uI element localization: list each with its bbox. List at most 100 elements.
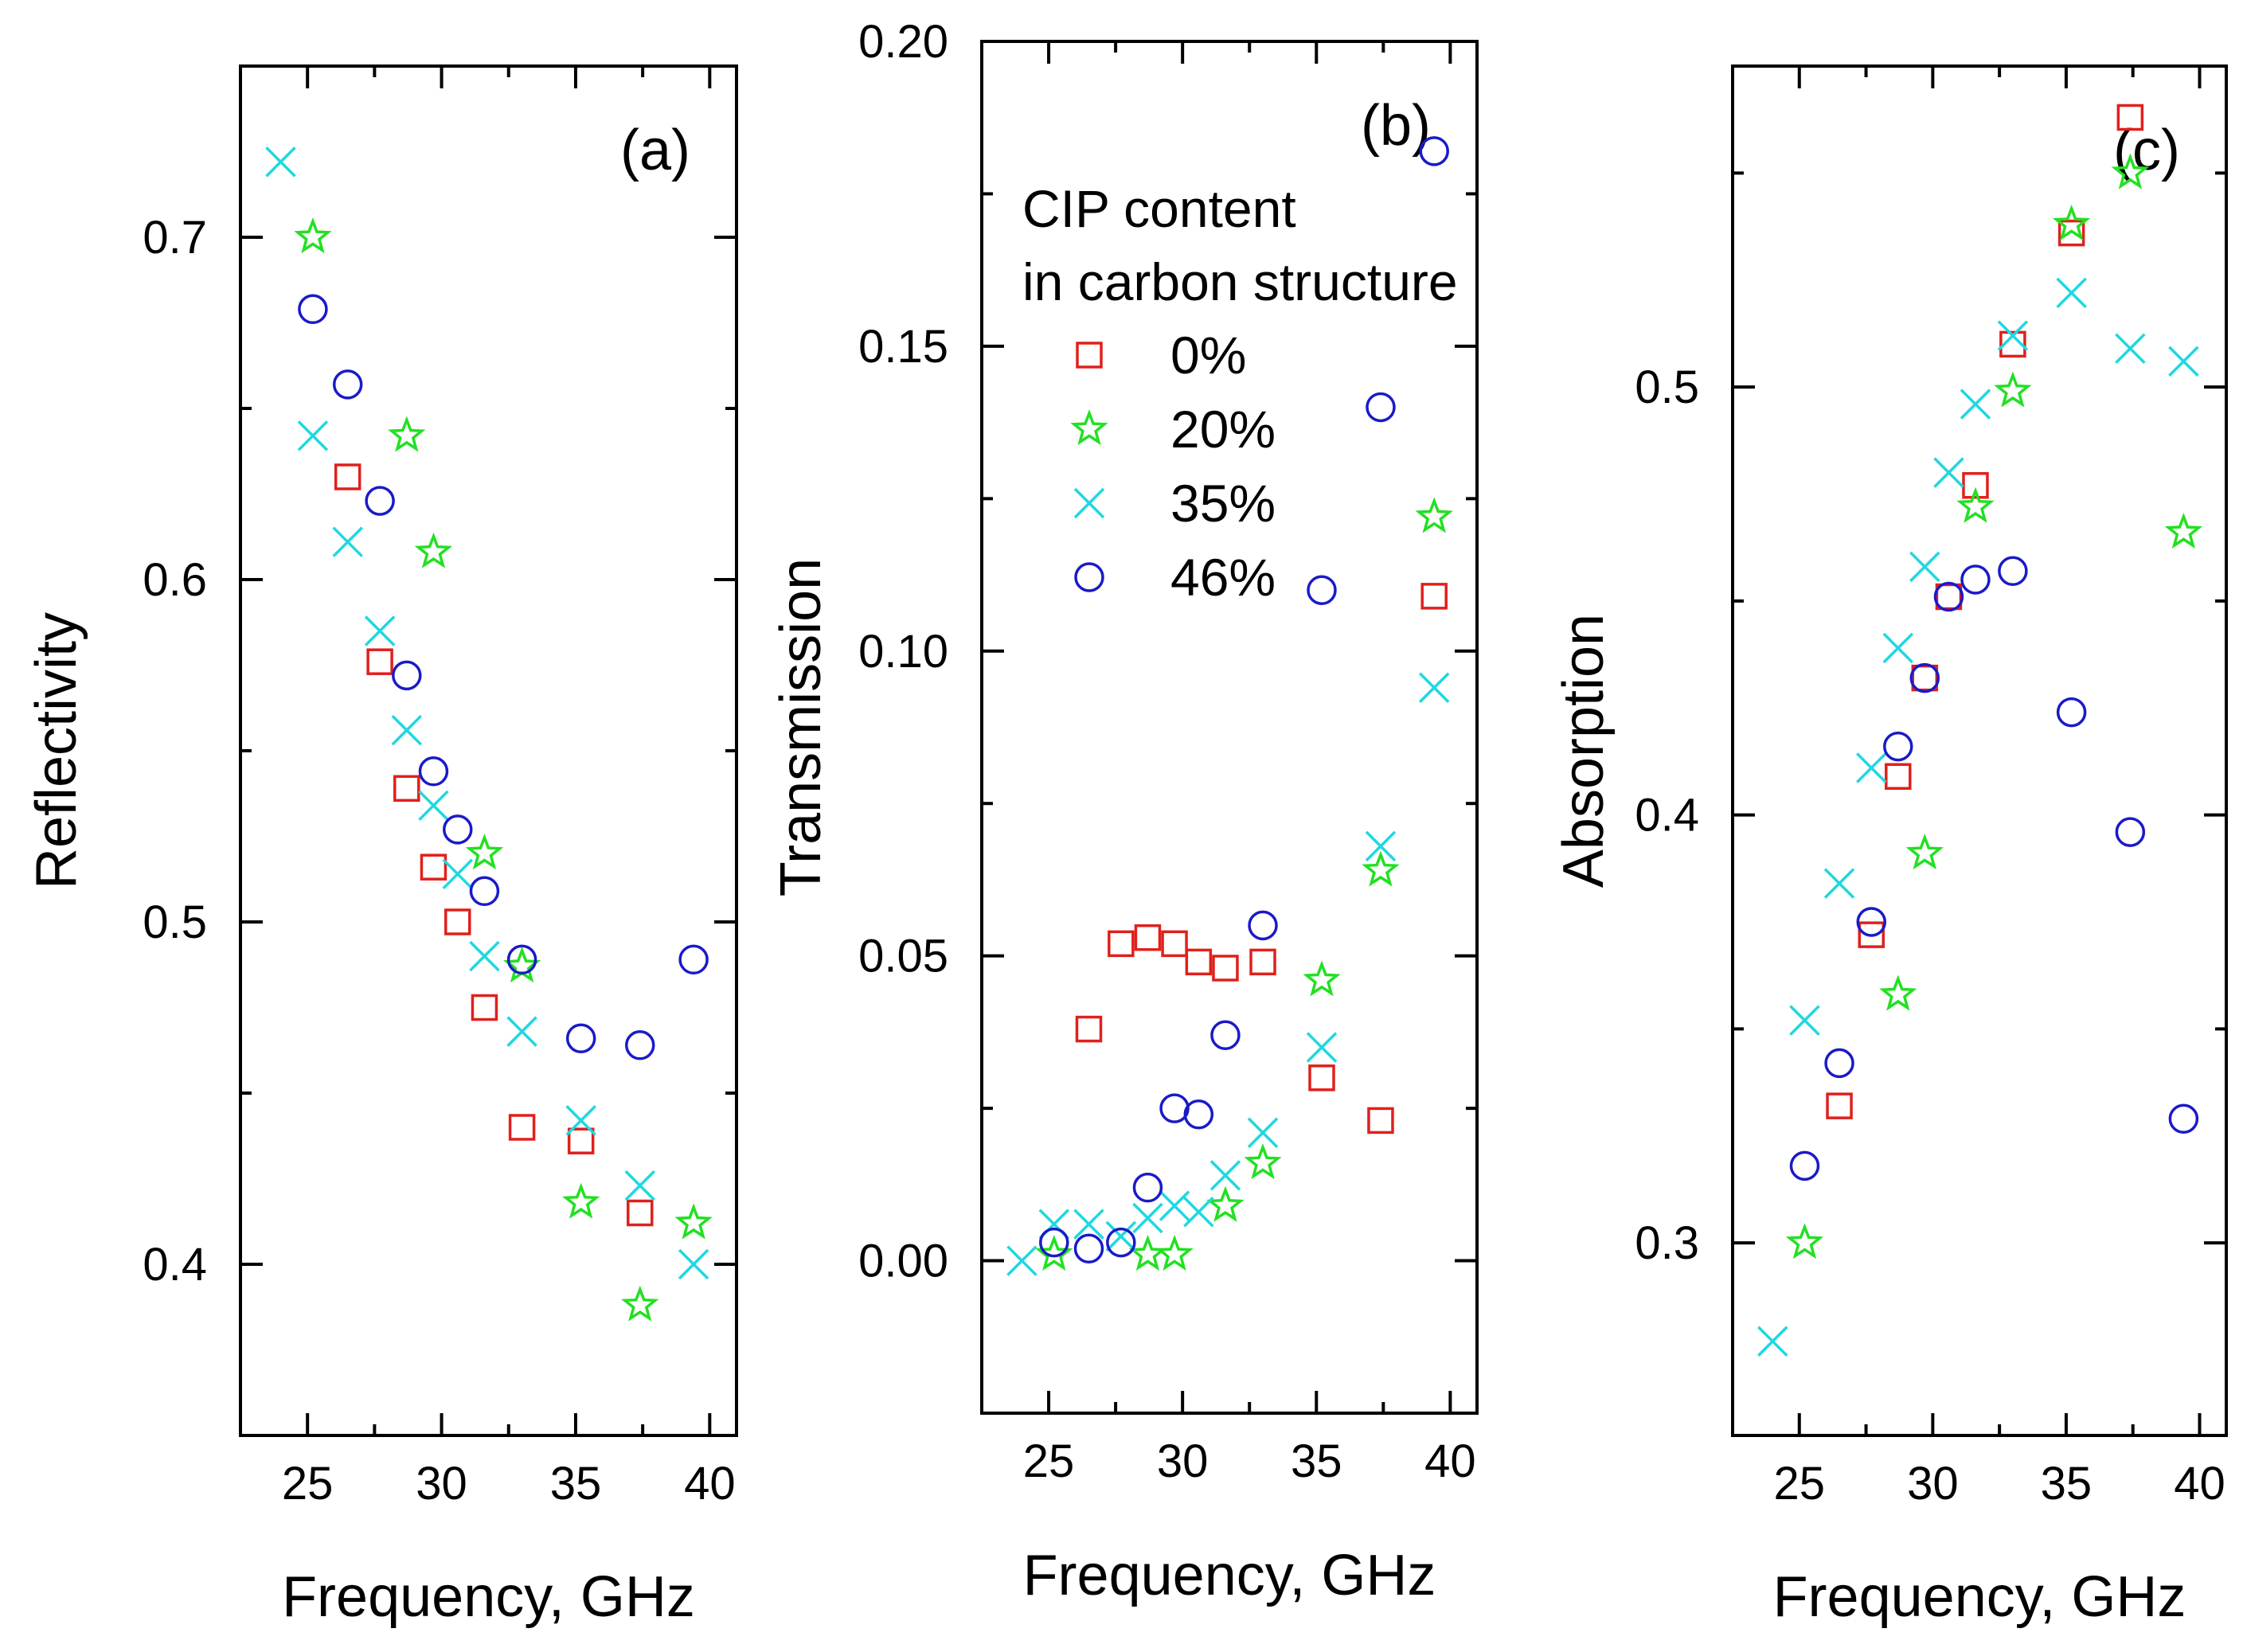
data-point-circle	[334, 371, 361, 398]
data-point-x	[1184, 1197, 1213, 1226]
data-point-square	[446, 910, 470, 934]
data-point-square	[1251, 950, 1275, 974]
y-tick-label: 0.5	[1635, 361, 1699, 413]
data-point-circle	[393, 662, 420, 689]
series-20pct	[298, 221, 709, 1318]
data-point-circle	[366, 487, 393, 514]
series-0pct	[1077, 584, 1446, 1133]
data-point-x	[334, 528, 362, 557]
data-point-circle	[1826, 1049, 1853, 1076]
series-46pct	[1791, 557, 2197, 1179]
data-point-x	[1160, 1192, 1189, 1220]
data-point-x	[1910, 553, 1939, 581]
data-point-circle	[299, 295, 326, 322]
legend-entries: 0% 20% 35% 46%	[1074, 326, 1276, 607]
data-point-x	[1934, 459, 1963, 487]
x-axis-title: Frequency, GHz	[1773, 1565, 2186, 1629]
data-point-star	[1998, 376, 2028, 404]
data-point-square	[628, 1201, 652, 1225]
series-20pct	[1039, 501, 1449, 1267]
data-point-x	[1211, 1161, 1240, 1189]
data-point-circle	[1134, 1174, 1161, 1201]
x-axis-title: Frequency, GHz	[1023, 1544, 1436, 1607]
x-tick-label: 40	[684, 1458, 736, 1509]
data-point-circle	[2170, 1105, 2197, 1132]
y-tick-label: 0.00	[858, 1236, 948, 1287]
y-tick-label: 0.4	[143, 1239, 207, 1291]
x-tick-label: 30	[416, 1458, 467, 1509]
data-point-x	[365, 617, 394, 646]
data-point-square	[1109, 931, 1133, 955]
data-point-x	[2116, 334, 2144, 363]
data-point-x	[1884, 634, 1913, 662]
x-tick-label: 40	[2174, 1458, 2225, 1509]
data-point-circle	[1999, 557, 2026, 584]
data-point-square	[1310, 1066, 1334, 1090]
data-point-star	[1159, 1239, 1190, 1267]
data-point-circle	[1308, 576, 1335, 603]
data-point-circle	[1249, 912, 1276, 939]
data-point-circle	[1791, 1152, 1818, 1179]
x-tick-label: 25	[1774, 1458, 1826, 1509]
data-point-square	[1886, 764, 1910, 788]
data-point-x	[393, 716, 421, 744]
legend-marker-circle	[1076, 564, 1103, 591]
data-point-square	[395, 776, 419, 800]
data-point-square	[336, 465, 360, 489]
data-point-x	[1758, 1327, 1787, 1356]
data-point-star	[2168, 517, 2198, 545]
data-point-square	[1827, 1094, 1851, 1118]
data-point-square	[569, 1129, 593, 1153]
data-point-circle	[444, 816, 471, 843]
data-point-square	[1913, 666, 1936, 690]
figure: 25 30 35 40 0.4 0.5 0.6 0.7 Frequency, GHz Reflec…	[0, 0, 2243, 1652]
legend-title-line1: CIP content	[1022, 179, 1296, 238]
panel-c-absorption: 25 30 35 40 0.3 0.4 0.5 Frequency, GHz Absorptio…	[1552, 66, 2226, 1629]
data-point-x	[626, 1171, 655, 1200]
data-point-x	[2169, 347, 2198, 376]
data-point-star	[1883, 978, 1913, 1007]
series-35pct	[1007, 674, 1448, 1275]
data-point-star	[625, 1290, 655, 1318]
series-0pct	[336, 465, 652, 1225]
data-point-square	[1936, 585, 1960, 609]
plot-frame	[982, 41, 1477, 1413]
data-point-square	[1135, 926, 1159, 950]
x-tick-label: 35	[1291, 1435, 1342, 1487]
y-axis-title: Reflectivity	[25, 612, 88, 889]
data-point-x	[2057, 279, 2086, 307]
data-point-x	[567, 1106, 596, 1135]
data-point-star	[392, 420, 422, 448]
data-point-circle	[680, 946, 707, 973]
data-point-square	[1422, 584, 1446, 608]
data-point-square	[368, 650, 392, 674]
data-point-square	[1077, 1017, 1100, 1041]
series-35pct	[1758, 279, 2198, 1356]
data-point-circle	[1962, 566, 1989, 593]
data-point-circle	[2116, 818, 2143, 846]
data-point-circle	[2058, 699, 2085, 726]
data-point-square	[421, 855, 445, 879]
legend-label: 35%	[1170, 474, 1276, 533]
data-point-square	[1213, 956, 1237, 980]
y-tick-label: 0.3	[1635, 1217, 1699, 1269]
data-point-circle	[1185, 1101, 1212, 1128]
data-point-circle	[1212, 1021, 1239, 1049]
data-point-circle	[1885, 733, 1912, 760]
data-point-star	[1366, 855, 1396, 884]
legend-marker-square	[1077, 343, 1101, 367]
data-point-x	[1999, 322, 2027, 350]
data-point-star	[1419, 501, 1449, 529]
data-point-star	[1248, 1147, 1278, 1176]
data-point-circle	[471, 877, 498, 904]
data-point-circle	[568, 1025, 595, 1052]
data-point-x	[267, 147, 295, 176]
y-tick-label: 0.15	[858, 321, 948, 373]
y-tick-label: 0.7	[143, 212, 207, 264]
legend: CIP content in carbon structure 0%20%35%…	[1022, 179, 1458, 607]
x-tick-label: 25	[282, 1458, 334, 1509]
y-tick-label: 0.6	[143, 554, 207, 606]
data-point-circle	[420, 758, 447, 785]
x-tick-label: 25	[1023, 1435, 1075, 1487]
data-point-circle	[1161, 1095, 1188, 1122]
